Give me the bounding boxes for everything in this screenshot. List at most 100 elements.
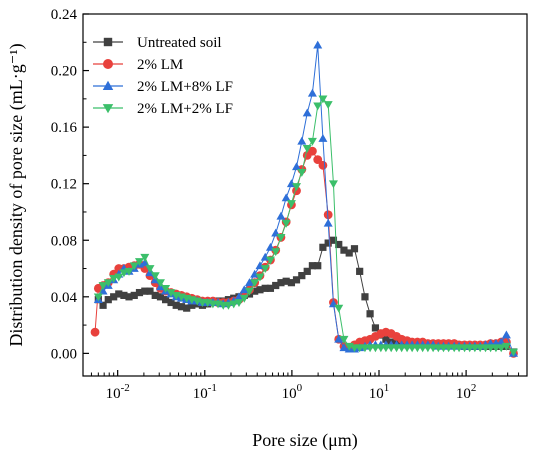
y-tick-label: 0.04 (51, 290, 78, 306)
data-point (251, 287, 259, 295)
y-axis-label: Distribution density of pore size (mL·g⁻… (6, 43, 27, 346)
y-tick-label: 0.20 (51, 64, 77, 80)
data-point (161, 296, 170, 304)
data-point (366, 310, 374, 318)
data-point (135, 288, 144, 297)
legend-marker (103, 59, 113, 69)
data-point (313, 40, 323, 49)
data-point (318, 133, 328, 142)
data-point (308, 146, 317, 156)
y-axis-ticks: 0.00 0.04 0.08 0.12 0.16 0.20 0.24 (51, 7, 89, 362)
y-tick-label: 0.12 (51, 177, 77, 193)
data-point (146, 287, 154, 295)
data-point (156, 293, 165, 301)
data-point (93, 293, 103, 302)
data-point (329, 236, 338, 244)
data-point (98, 286, 108, 295)
data-point (120, 291, 128, 299)
data-point (130, 291, 138, 299)
data-point (313, 155, 323, 165)
legend-marker (102, 104, 114, 114)
data-point (292, 183, 302, 192)
data-point (318, 95, 328, 104)
x-axis-ticks: 10-2 10-1 100 101 102 (82, 370, 528, 402)
data-point (140, 253, 150, 262)
data-point (334, 304, 344, 313)
data-point (99, 301, 107, 309)
data-point (339, 335, 349, 344)
data-point (161, 284, 171, 293)
data-point (307, 137, 317, 146)
data-point (129, 262, 139, 271)
data-point (166, 289, 176, 298)
data-point (350, 245, 359, 253)
plot-frame (82, 13, 528, 377)
data-point (234, 292, 244, 301)
data-point (298, 272, 306, 280)
data-point (335, 240, 343, 249)
data-point (302, 144, 312, 153)
data-point (244, 278, 254, 287)
data-point (234, 299, 244, 307)
data-point (134, 258, 144, 266)
data-point (292, 276, 301, 284)
data-point (334, 334, 344, 343)
y-tick-label: 0.08 (51, 233, 77, 249)
data-point (272, 281, 280, 290)
data-point (286, 200, 296, 208)
y-tick-label: 0.16 (51, 120, 78, 136)
x-tick-label: 10-1 (193, 382, 217, 402)
data-point (115, 290, 123, 298)
data-point (277, 279, 285, 287)
legend-marker (102, 80, 114, 90)
data-point (239, 285, 249, 294)
data-point (103, 279, 113, 288)
legend: Untreated soil 2% LM 2% LM+8% LF 2% LM+2% L… (93, 35, 233, 117)
data-point (501, 330, 511, 339)
series-4 (93, 95, 519, 357)
data-point (313, 102, 323, 111)
data-point (229, 300, 239, 309)
data-point (98, 282, 108, 290)
legend-label: 2% LM (137, 57, 183, 73)
data-point (323, 218, 333, 227)
data-point (151, 291, 159, 299)
x-tick-label: 100 (282, 382, 303, 402)
data-point (177, 303, 186, 311)
data-point (323, 101, 333, 109)
data-point (104, 296, 112, 304)
data-point (382, 335, 390, 343)
x-tick-label: 101 (369, 382, 390, 402)
data-point (314, 262, 322, 270)
x-axis-label: Pore size (μm) (252, 430, 358, 451)
series-layer (90, 40, 519, 358)
data-point (340, 246, 348, 254)
data-point (172, 301, 180, 309)
data-point (281, 193, 291, 202)
y-tick-label: 0.24 (51, 7, 78, 23)
y-tick-label: 0.00 (51, 346, 77, 362)
data-point (250, 279, 260, 288)
data-point (140, 258, 150, 267)
data-point (110, 293, 118, 301)
data-point (302, 108, 312, 117)
legend-label: Untreated soil (137, 35, 222, 51)
data-point (501, 342, 511, 351)
data-point (90, 327, 100, 337)
data-point (114, 273, 124, 282)
data-point (308, 262, 317, 270)
data-point (125, 293, 133, 301)
data-point (188, 301, 196, 309)
data-point (150, 272, 160, 281)
data-point (371, 324, 380, 332)
data-point (292, 162, 302, 171)
data-point (155, 279, 165, 288)
data-point (307, 88, 317, 97)
data-point (319, 243, 327, 251)
data-point (345, 249, 353, 257)
data-point (323, 210, 333, 220)
data-point (141, 287, 149, 295)
data-point (282, 277, 290, 285)
